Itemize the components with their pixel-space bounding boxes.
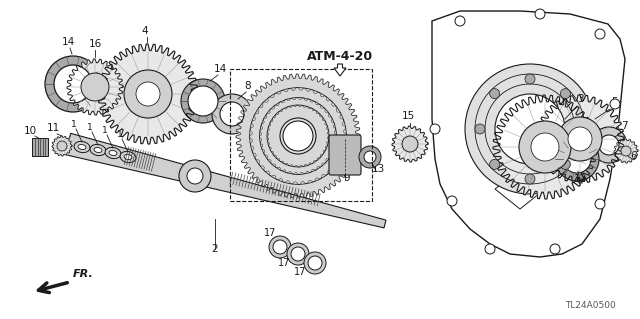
Text: 10: 10 bbox=[24, 126, 36, 136]
Circle shape bbox=[269, 236, 291, 258]
Circle shape bbox=[555, 137, 599, 181]
Circle shape bbox=[430, 124, 440, 134]
Text: 15: 15 bbox=[401, 111, 415, 121]
Circle shape bbox=[568, 127, 592, 151]
Ellipse shape bbox=[105, 147, 121, 159]
Circle shape bbox=[519, 121, 571, 173]
Circle shape bbox=[212, 94, 252, 134]
Circle shape bbox=[304, 252, 326, 274]
Circle shape bbox=[181, 79, 225, 123]
Text: 9: 9 bbox=[344, 173, 350, 183]
Polygon shape bbox=[392, 126, 428, 162]
Circle shape bbox=[490, 89, 500, 99]
Bar bbox=[230, 69, 372, 201]
Circle shape bbox=[558, 117, 602, 161]
Text: 1: 1 bbox=[117, 130, 123, 139]
Circle shape bbox=[595, 29, 605, 39]
Circle shape bbox=[535, 9, 545, 19]
Circle shape bbox=[81, 73, 109, 101]
Ellipse shape bbox=[94, 147, 102, 152]
Circle shape bbox=[136, 82, 160, 106]
Circle shape bbox=[291, 247, 305, 261]
Circle shape bbox=[54, 65, 92, 103]
Text: 1: 1 bbox=[87, 123, 93, 132]
Text: 5: 5 bbox=[611, 97, 618, 107]
Text: 14: 14 bbox=[61, 37, 75, 47]
Circle shape bbox=[495, 94, 565, 164]
Circle shape bbox=[561, 160, 570, 169]
Text: ATM-4-20: ATM-4-20 bbox=[307, 50, 373, 63]
Circle shape bbox=[359, 146, 381, 168]
Circle shape bbox=[308, 256, 322, 270]
Circle shape bbox=[531, 133, 559, 161]
Circle shape bbox=[621, 146, 631, 156]
Text: 6: 6 bbox=[630, 151, 637, 161]
Polygon shape bbox=[65, 133, 386, 228]
Text: 13: 13 bbox=[371, 164, 385, 174]
Ellipse shape bbox=[78, 145, 86, 150]
Text: 7: 7 bbox=[621, 121, 627, 131]
Text: 17: 17 bbox=[278, 258, 290, 268]
Polygon shape bbox=[52, 136, 72, 156]
Circle shape bbox=[561, 89, 570, 99]
Circle shape bbox=[287, 243, 309, 265]
Text: 12: 12 bbox=[573, 174, 587, 184]
Circle shape bbox=[364, 151, 376, 163]
Circle shape bbox=[599, 135, 619, 155]
Ellipse shape bbox=[120, 152, 136, 163]
Circle shape bbox=[57, 141, 67, 151]
Circle shape bbox=[280, 118, 316, 154]
Ellipse shape bbox=[74, 141, 90, 152]
Text: TL24A0500: TL24A0500 bbox=[564, 300, 616, 309]
Circle shape bbox=[402, 136, 418, 152]
FancyArrow shape bbox=[334, 64, 346, 76]
Circle shape bbox=[525, 174, 535, 184]
FancyBboxPatch shape bbox=[329, 135, 361, 175]
Circle shape bbox=[455, 16, 465, 26]
Text: 17: 17 bbox=[294, 267, 306, 277]
Text: 14: 14 bbox=[213, 64, 227, 74]
Text: 16: 16 bbox=[88, 39, 102, 49]
Text: 1: 1 bbox=[71, 120, 77, 129]
Circle shape bbox=[447, 196, 457, 206]
Text: 1: 1 bbox=[102, 126, 108, 135]
Circle shape bbox=[220, 102, 244, 126]
Circle shape bbox=[187, 168, 203, 184]
Circle shape bbox=[595, 199, 605, 209]
Circle shape bbox=[563, 145, 591, 173]
Text: 3: 3 bbox=[577, 94, 583, 104]
Polygon shape bbox=[493, 95, 597, 199]
Circle shape bbox=[283, 121, 313, 151]
Text: 4: 4 bbox=[141, 26, 148, 36]
Polygon shape bbox=[67, 59, 123, 115]
Polygon shape bbox=[98, 44, 198, 144]
Ellipse shape bbox=[109, 151, 117, 156]
Text: 17: 17 bbox=[264, 228, 276, 238]
Circle shape bbox=[45, 56, 101, 112]
Circle shape bbox=[550, 244, 560, 254]
Text: FR.: FR. bbox=[73, 269, 93, 279]
Text: 2: 2 bbox=[212, 244, 218, 254]
Circle shape bbox=[475, 124, 485, 134]
Circle shape bbox=[525, 74, 535, 84]
Polygon shape bbox=[236, 74, 360, 198]
Circle shape bbox=[465, 64, 595, 194]
Ellipse shape bbox=[124, 154, 132, 160]
Circle shape bbox=[591, 127, 627, 163]
Circle shape bbox=[485, 244, 495, 254]
Circle shape bbox=[490, 160, 500, 169]
Circle shape bbox=[188, 86, 218, 116]
Ellipse shape bbox=[90, 145, 106, 156]
Circle shape bbox=[610, 99, 620, 109]
Circle shape bbox=[273, 240, 287, 254]
Circle shape bbox=[124, 70, 172, 118]
Text: 11: 11 bbox=[46, 123, 60, 133]
FancyBboxPatch shape bbox=[32, 138, 48, 156]
Polygon shape bbox=[614, 139, 638, 163]
Text: 8: 8 bbox=[244, 81, 252, 91]
Polygon shape bbox=[536, 95, 624, 183]
Circle shape bbox=[179, 160, 211, 192]
Circle shape bbox=[575, 124, 585, 134]
